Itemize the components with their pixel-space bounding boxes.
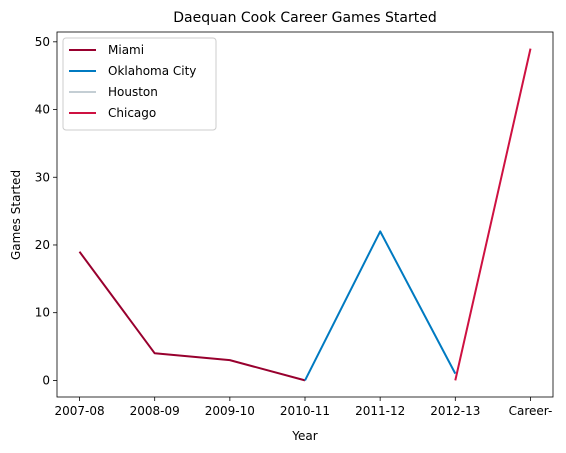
y-tick-label: 50: [35, 35, 50, 49]
y-tick-label: 10: [35, 306, 50, 320]
series-line-3: [454, 48, 532, 381]
y-axis-label: Games Started: [9, 170, 23, 260]
x-tick-label: 2010-11: [280, 404, 330, 418]
legend-label: Houston: [108, 85, 158, 99]
legend: Miami Oklahoma City Houston Chicago: [62, 37, 217, 131]
y-axis-ticks: 0 10 20 30 40 50: [35, 35, 57, 387]
x-tick-label: 2009-10: [205, 404, 255, 418]
x-tick-label: 2012-13: [430, 404, 480, 418]
x-tick-label: Career-: [509, 404, 553, 418]
y-tick-label: 0: [42, 373, 50, 387]
legend-box: [62, 37, 217, 131]
y-tick-label: 40: [35, 103, 50, 117]
series-line-1: [304, 230, 457, 381]
series-line-0: [78, 251, 306, 382]
x-axis-label: Year: [291, 429, 317, 443]
y-tick-label: 30: [35, 170, 50, 184]
legend-label: Miami: [108, 43, 144, 57]
x-tick-label: 2008-09: [130, 404, 180, 418]
x-tick-label: 2011-12: [355, 404, 405, 418]
chart-title: Daequan Cook Career Games Started: [173, 10, 436, 26]
legend-label: Oklahoma City: [108, 64, 196, 78]
x-tick-label: 2007-08: [54, 404, 104, 418]
x-axis-ticks: 2007-08 2008-09 2009-10 2010-11 2011-12 2012-…: [54, 397, 552, 418]
legend-label: Chicago: [108, 106, 156, 120]
y-tick-label: 20: [35, 238, 50, 252]
series-layer: [78, 48, 532, 382]
